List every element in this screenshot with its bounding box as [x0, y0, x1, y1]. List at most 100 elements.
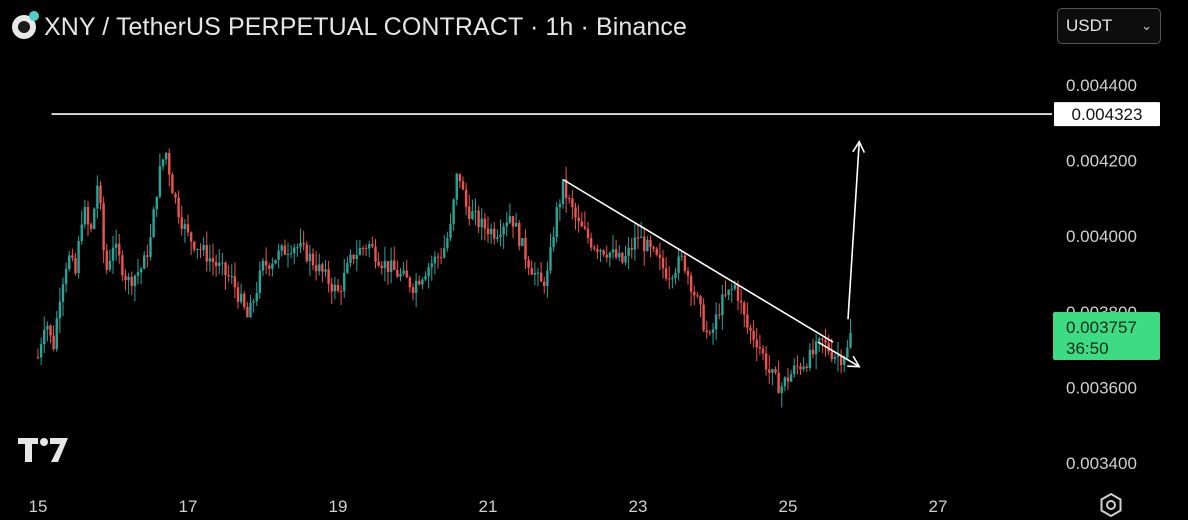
- candle-body: [77, 241, 80, 274]
- candle-body: [393, 260, 396, 270]
- candle-body: [64, 268, 68, 285]
- resistance-price-label: 0.004323: [1072, 105, 1143, 124]
- candle-body: [255, 293, 258, 302]
- candle-body: [318, 264, 321, 272]
- candle-body: [280, 245, 283, 251]
- candle-body: [758, 347, 762, 349]
- candle-body: [49, 325, 52, 336]
- y-tick-label: 0.004000: [1066, 227, 1137, 246]
- candle-body: [464, 189, 468, 207]
- candle-body: [705, 330, 708, 333]
- candle-body: [143, 255, 146, 269]
- projection-arrow-up-shaft: [847, 141, 861, 320]
- candle-body: [218, 262, 221, 266]
- candle-body: [202, 245, 205, 250]
- settings-icon[interactable]: [1098, 492, 1124, 518]
- candle-body: [146, 255, 149, 257]
- candle-body: [849, 332, 852, 348]
- candle-body: [564, 179, 568, 199]
- candle-body: [61, 284, 65, 302]
- candle-body: [371, 244, 374, 247]
- candle-body: [339, 291, 343, 293]
- candle-body: [530, 267, 533, 275]
- candle-body: [268, 265, 271, 269]
- candle-body: [233, 276, 237, 288]
- x-tick-label: 21: [479, 497, 498, 516]
- candle-body: [439, 256, 443, 258]
- candle-body: [427, 267, 430, 277]
- candle-body: [808, 349, 812, 369]
- candle-body: [252, 301, 255, 303]
- candle-body: [577, 217, 580, 222]
- candle-body: [461, 181, 465, 190]
- currency-select[interactable]: USDT ⌄: [1057, 8, 1161, 44]
- candle-body: [558, 203, 562, 208]
- candle-body: [436, 256, 440, 258]
- candle-body: [386, 261, 390, 273]
- candle-body: [614, 249, 618, 258]
- projection-arrow-down-shaft: [817, 341, 860, 368]
- candle-body: [527, 259, 530, 268]
- candle-body: [636, 237, 640, 239]
- tradingview-logo-icon[interactable]: [18, 436, 68, 464]
- candle-body: [105, 250, 108, 270]
- candle-body: [846, 347, 849, 358]
- exchange-logo-icon: [12, 11, 39, 39]
- candle-body: [55, 318, 58, 350]
- candle-body: [333, 284, 337, 292]
- candle-body: [271, 263, 274, 269]
- candle-body: [264, 260, 268, 266]
- candle-body: [818, 338, 821, 342]
- candle-body: [521, 237, 524, 246]
- candle-body: [421, 279, 424, 285]
- candle-body: [418, 280, 421, 285]
- candle-body: [358, 247, 362, 255]
- candle-body: [764, 353, 768, 370]
- candle-body: [196, 248, 199, 250]
- candle-body: [243, 293, 246, 307]
- candle-body: [549, 247, 552, 271]
- candle-body: [658, 254, 662, 258]
- candle-body: [121, 255, 124, 276]
- chart-header: XNY / TetherUS PERPETUAL CONTRACT · 1h ·…: [12, 10, 687, 44]
- candle-body: [755, 339, 758, 348]
- candle-body: [71, 255, 74, 258]
- candle-body: [443, 248, 446, 258]
- candle-body: [724, 294, 727, 296]
- candle-body: [546, 270, 549, 286]
- candle-body: [208, 258, 212, 262]
- candle-body: [827, 342, 830, 352]
- candle-body: [664, 268, 668, 279]
- resistance-price-tag: [1054, 102, 1160, 127]
- candle-body: [52, 335, 55, 350]
- candle-body: [661, 257, 665, 269]
- candle-body: [114, 243, 118, 248]
- candle-body: [246, 306, 249, 318]
- candle-body: [789, 374, 793, 382]
- candle-body: [96, 185, 99, 209]
- candle-body: [683, 255, 687, 271]
- candle-body: [499, 234, 502, 238]
- candle-body: [721, 294, 724, 316]
- candle-body: [130, 276, 133, 287]
- candle-body: [43, 329, 46, 345]
- candle-body: [602, 250, 605, 255]
- candle-body: [714, 314, 718, 330]
- symbol-title[interactable]: XNY / TetherUS PERPETUAL CONTRACT · 1h ·…: [44, 12, 687, 41]
- candle-body: [274, 259, 277, 264]
- candle-body: [205, 245, 208, 262]
- candle-body: [239, 293, 243, 302]
- candle-body: [299, 242, 302, 248]
- candle-body: [518, 222, 521, 246]
- candle-body: [514, 222, 518, 227]
- candle-body: [355, 254, 358, 259]
- candle-body: [193, 241, 196, 250]
- candle-body: [524, 237, 527, 260]
- candle-body: [543, 281, 546, 286]
- candle-body: [221, 262, 224, 264]
- x-tick-label: 27: [929, 497, 948, 516]
- candle-body: [727, 289, 730, 295]
- candle-body: [568, 198, 571, 200]
- candle-body: [589, 237, 593, 248]
